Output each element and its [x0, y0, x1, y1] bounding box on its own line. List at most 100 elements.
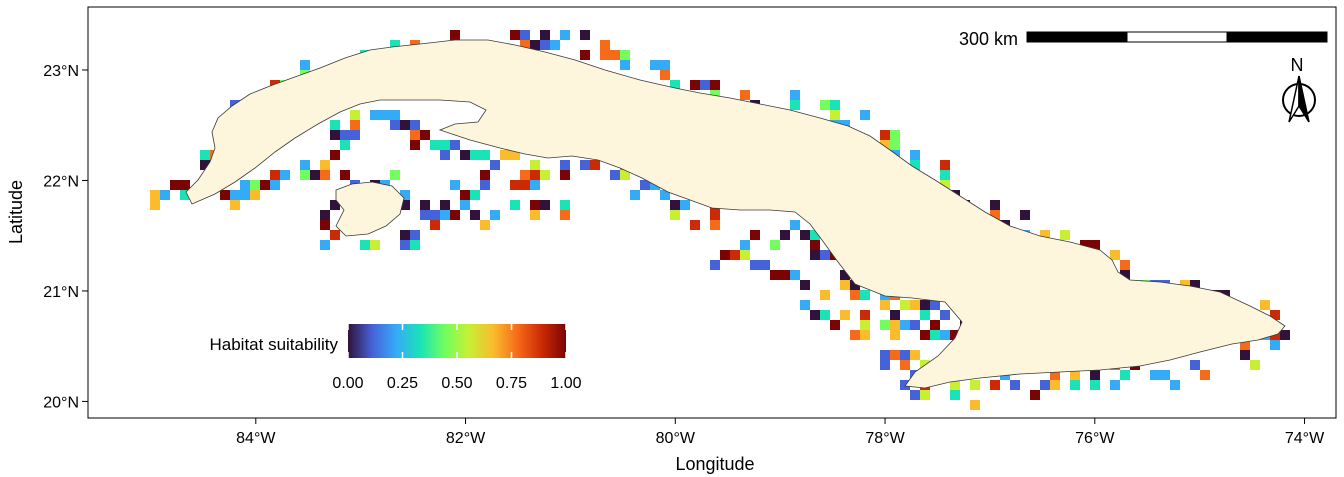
suitability-cell [220, 190, 230, 200]
suitability-cell [710, 260, 720, 270]
suitability-cell [280, 170, 290, 180]
suitability-cell [890, 320, 900, 330]
suitability-cell [770, 270, 780, 280]
suitability-cell [360, 240, 370, 250]
suitability-cell [460, 190, 470, 200]
suitability-cell [580, 50, 590, 60]
suitability-cell [530, 170, 540, 180]
suitability-cell [920, 300, 930, 310]
suitability-cell [1110, 250, 1120, 260]
suitability-cell [890, 330, 900, 340]
suitability-cell [310, 170, 320, 180]
suitability-cell [810, 250, 820, 260]
suitability-cell [800, 300, 810, 310]
suitability-cell [1090, 370, 1100, 380]
suitability-cell [970, 380, 980, 390]
x-tick-label: 74°W [1285, 430, 1325, 447]
suitability-cell [1110, 380, 1120, 390]
suitability-cell [450, 210, 460, 220]
suitability-cell [890, 140, 900, 150]
suitability-cell [1070, 380, 1080, 390]
suitability-cell [180, 180, 190, 190]
suitability-cell [680, 200, 690, 210]
suitability-cell [620, 50, 630, 60]
suitability-cell [830, 320, 840, 330]
x-tick-label: 80°W [656, 430, 696, 447]
suitability-cell [780, 230, 790, 240]
suitability-cell [890, 310, 900, 320]
suitability-cell [880, 320, 890, 330]
suitability-cell [340, 130, 350, 140]
suitability-cell [600, 40, 610, 50]
suitability-cell [320, 220, 330, 230]
suitability-cell [930, 330, 940, 340]
suitability-cell [910, 150, 920, 160]
suitability-cell [940, 170, 950, 180]
suitability-cell [1030, 390, 1040, 400]
suitability-cell [530, 180, 540, 190]
suitability-cell [560, 170, 570, 180]
suitability-cell [830, 110, 840, 120]
suitability-cell [1250, 360, 1260, 370]
suitability-cell [790, 270, 800, 280]
suitability-cell [1050, 380, 1060, 390]
suitability-cell [430, 220, 440, 230]
suitability-cell [250, 180, 260, 190]
legend-title: Habitat suitability [209, 335, 338, 354]
suitability-cell [1170, 380, 1180, 390]
suitability-cell [820, 250, 830, 260]
suitability-cell [860, 320, 870, 330]
suitability-cell [890, 130, 900, 140]
suitability-cell [380, 110, 390, 120]
suitability-cell [430, 140, 440, 150]
suitability-cell [810, 240, 820, 250]
suitability-cell [1060, 230, 1070, 240]
suitability-cell [300, 60, 310, 70]
suitability-cell [540, 200, 550, 210]
suitability-cell [350, 130, 360, 140]
suitability-cell [340, 140, 350, 150]
suitability-cell [480, 220, 490, 230]
suitability-cell [240, 190, 250, 200]
suitability-cell [700, 80, 710, 90]
suitability-cell [330, 130, 340, 140]
suitability-cell [320, 170, 330, 180]
suitability-cell [690, 80, 700, 90]
suitability-cell [320, 210, 330, 220]
legend-tick-label: 0.75 [496, 375, 527, 392]
suitability-cell [860, 290, 870, 300]
suitability-cell [460, 150, 470, 160]
suitability-cell [300, 170, 310, 180]
suitability-cell [580, 160, 590, 170]
suitability-cell [540, 30, 550, 40]
x-axis: 84°W 82°W 80°W 78°W 76°W 74°W [236, 418, 1325, 447]
suitability-cell [820, 100, 830, 110]
suitability-cell [270, 170, 280, 180]
suitability-cell [350, 110, 360, 120]
suitability-cell [230, 190, 240, 200]
suitability-cell [660, 70, 670, 80]
suitability-cell [990, 200, 1000, 210]
suitability-cell [350, 120, 360, 130]
suitability-cell [1090, 380, 1100, 390]
suitability-cell [1200, 370, 1210, 380]
suitability-cell [1260, 300, 1270, 310]
suitability-cell [880, 130, 890, 140]
suitability-cell [750, 230, 760, 240]
suitability-cell [520, 30, 530, 40]
suitability-cell [910, 350, 920, 360]
legend-tick-label: 1.00 [550, 375, 581, 392]
suitability-cell [230, 200, 240, 210]
suitability-cell [160, 190, 170, 200]
suitability-cell [930, 320, 940, 330]
suitability-cell [800, 230, 810, 240]
suitability-cell [750, 260, 760, 270]
suitability-cell [440, 210, 450, 220]
suitability-cell [1190, 360, 1200, 370]
suitability-cell [940, 330, 950, 340]
suitability-cell [860, 330, 870, 340]
suitability-cell [910, 320, 920, 330]
suitability-cell [850, 330, 860, 340]
suitability-cell [260, 180, 270, 190]
suitability-cell [880, 350, 890, 360]
